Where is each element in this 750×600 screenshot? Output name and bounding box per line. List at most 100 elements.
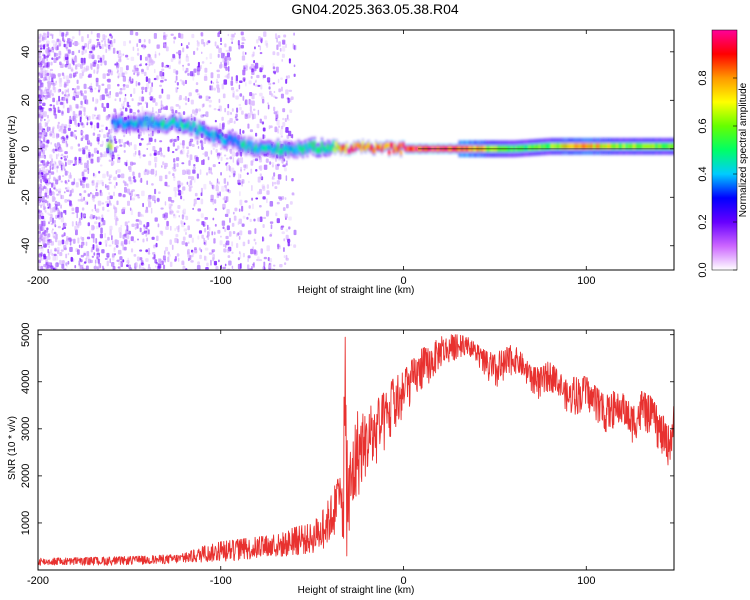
noise-speckle <box>126 235 130 240</box>
noise-speckle <box>40 226 44 232</box>
noise-speckle <box>86 33 89 39</box>
noise-speckle <box>87 222 90 227</box>
ridge-core <box>529 144 533 151</box>
noise-speckle <box>113 38 116 44</box>
noise-speckle <box>263 115 268 120</box>
noise-speckle <box>116 154 120 157</box>
noise-speckle <box>201 103 204 108</box>
ridge-core <box>538 144 541 150</box>
noise-speckle <box>90 259 93 264</box>
noise-speckle <box>255 79 257 83</box>
noise-speckle <box>274 96 278 99</box>
noise-speckle <box>199 169 202 175</box>
noise-speckle <box>86 160 89 166</box>
noise-speckle <box>146 169 149 176</box>
noise-speckle <box>193 68 197 73</box>
noise-speckle <box>49 189 52 194</box>
noise-speckle <box>42 52 44 57</box>
ridge-core <box>313 140 316 147</box>
ridge-core <box>258 146 261 153</box>
noise-speckle <box>78 244 81 249</box>
noise-speckle <box>46 114 49 119</box>
noise-speckle <box>287 118 290 121</box>
snr-frame <box>37 329 675 571</box>
noise-speckle <box>109 195 113 200</box>
noise-speckle <box>39 211 42 218</box>
noise-speckle <box>118 227 122 233</box>
noise-speckle <box>123 150 126 153</box>
noise-speckle <box>46 121 49 124</box>
noise-speckle <box>105 94 109 97</box>
spectrogram-x-tick-label: -200 <box>27 275 49 287</box>
noise-speckle <box>185 231 187 235</box>
noise-speckle <box>40 82 44 88</box>
noise-speckle <box>57 153 60 157</box>
noise-speckle <box>74 119 77 126</box>
noise-speckle <box>44 86 47 91</box>
noise-speckle <box>130 190 133 197</box>
noise-speckle <box>170 225 172 231</box>
noise-speckle <box>229 217 231 223</box>
ridge-core <box>220 133 223 140</box>
noise-speckle <box>252 262 255 268</box>
noise-speckle <box>52 86 55 91</box>
ridge-core <box>176 121 179 128</box>
noise-speckle <box>113 185 116 189</box>
noise-speckle <box>230 37 234 41</box>
noise-speckle <box>89 142 93 147</box>
noise-speckle <box>152 60 156 64</box>
noise-speckle <box>41 84 44 89</box>
noise-speckle <box>183 228 187 232</box>
noise-speckle <box>259 204 262 208</box>
ridge-core <box>240 140 243 147</box>
noise-speckle <box>38 105 43 110</box>
noise-speckle <box>91 153 94 157</box>
noise-speckle <box>274 186 278 190</box>
noise-speckle <box>250 248 254 255</box>
noise-speckle <box>41 149 44 152</box>
noise-speckle <box>273 106 276 112</box>
noise-speckle <box>104 258 108 261</box>
noise-speckle <box>81 236 85 241</box>
noise-speckle <box>83 61 86 65</box>
noise-speckle <box>192 76 195 81</box>
noise-speckle <box>68 194 72 197</box>
noise-speckle <box>238 84 241 90</box>
noise-speckle <box>63 158 68 161</box>
ridge-core <box>265 145 268 152</box>
noise-speckle <box>173 158 176 163</box>
noise-speckle <box>63 245 67 250</box>
noise-speckle <box>109 33 112 37</box>
noise-speckle <box>47 46 50 53</box>
noise-speckle <box>38 184 41 187</box>
noise-speckle <box>148 133 150 137</box>
noise-speckle <box>272 70 276 74</box>
noise-speckle <box>221 185 225 192</box>
noise-speckle <box>245 51 247 55</box>
ridge-core <box>339 147 343 154</box>
noise-speckle <box>203 237 205 243</box>
noise-speckle <box>198 247 201 251</box>
noise-speckle <box>185 67 189 73</box>
noise-speckle <box>102 38 107 42</box>
noise-speckle <box>67 186 70 193</box>
noise-speckle <box>79 90 83 97</box>
noise-speckle <box>211 184 214 189</box>
noise-speckle <box>66 59 70 65</box>
ridge-core <box>335 141 338 148</box>
noise-speckle <box>142 238 145 243</box>
noise-speckle <box>207 234 210 240</box>
noise-speckle <box>92 198 95 203</box>
noise-speckle <box>203 183 207 190</box>
noise-speckle <box>58 190 61 196</box>
noise-speckle <box>286 203 289 209</box>
noise-speckle <box>154 162 157 168</box>
noise-speckle <box>52 217 54 224</box>
noise-speckle <box>147 197 151 202</box>
noise-speckle <box>90 124 93 129</box>
noise-speckle <box>169 139 173 143</box>
noise-speckle <box>182 186 186 191</box>
noise-speckle <box>85 49 87 53</box>
noise-speckle <box>278 41 281 47</box>
noise-speckle <box>38 87 40 91</box>
